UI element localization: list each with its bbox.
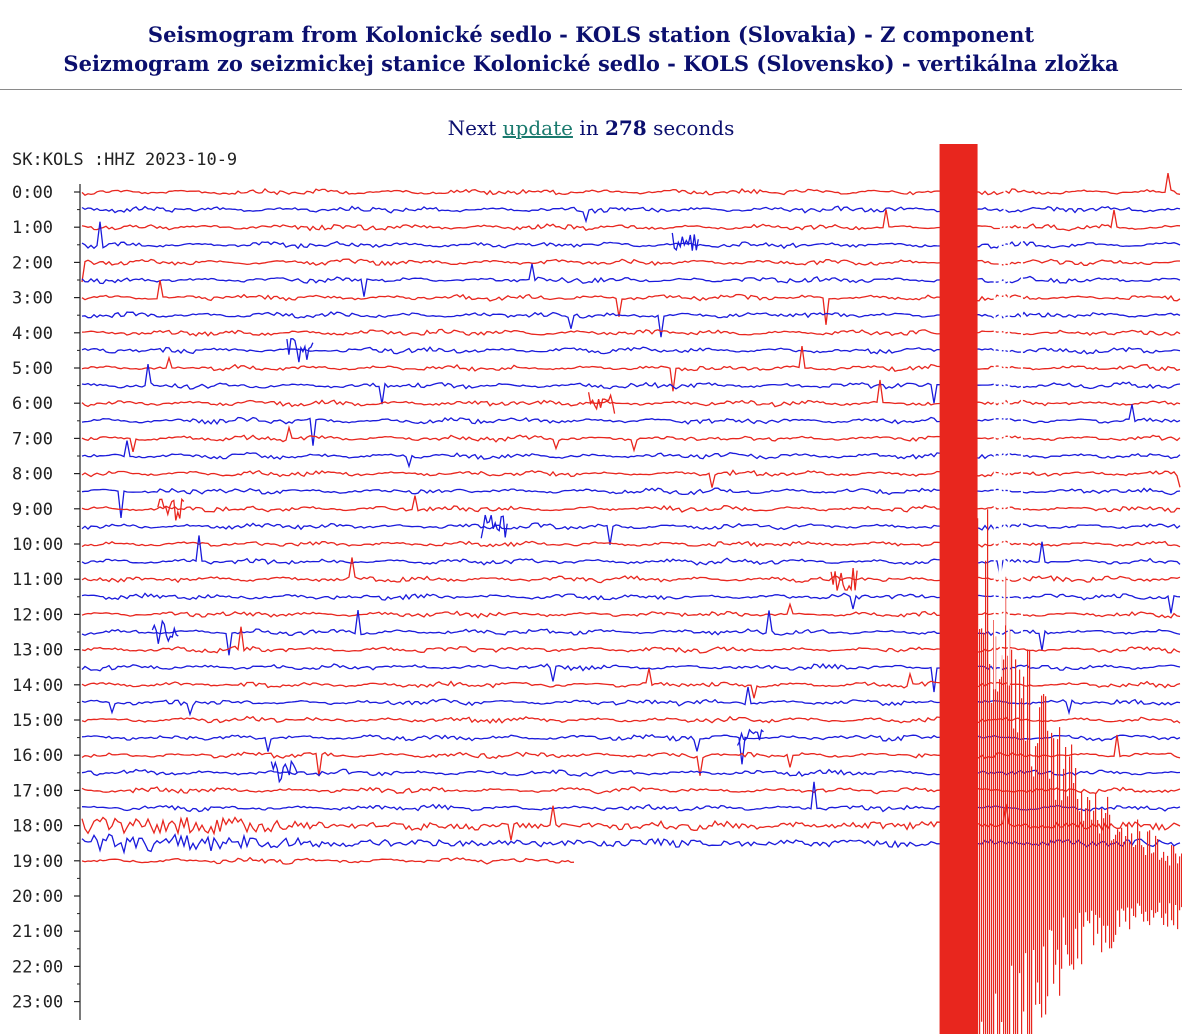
seismic-trace-line [81, 626, 1181, 654]
seismic-trace-line [81, 209, 1181, 232]
y-tick-label: 2:00 [12, 253, 53, 273]
seismic-trace-line [81, 172, 1181, 196]
y-tick-label: 23:00 [12, 993, 63, 1013]
update-countdown: Next update in 278 seconds [0, 116, 1182, 140]
local-burst [736, 728, 764, 746]
local-burst [157, 497, 185, 521]
page-header: Seismogram from Kolonické sedlo - KOLS s… [0, 0, 1182, 90]
y-tick-label: 18:00 [12, 817, 63, 837]
seismic-trace-line [81, 279, 1181, 325]
y-tick-label: 15:00 [12, 711, 63, 731]
seismic-trace-line [81, 346, 1181, 392]
y-tick-label: 12:00 [12, 605, 63, 625]
seismogram-chart: SK:KOLS :HHZ 2023-10-9 0:00 1:00 2:00 3:00 4… [12, 144, 1182, 1034]
chart-station-label: SK:KOLS :HHZ 2023-10-9 [12, 150, 237, 170]
seismic-trace-line [81, 205, 1181, 224]
seismic-trace-line [81, 602, 1181, 619]
seismic-trace-line [81, 487, 1181, 518]
local-burst [830, 567, 858, 592]
local-burst [151, 619, 179, 644]
seismic-trace-line [81, 263, 1181, 297]
seismic-trace-line [81, 258, 1180, 283]
local-burst [671, 232, 699, 252]
y-tick-label: 5:00 [12, 359, 53, 379]
seismic-trace-line [81, 328, 1181, 337]
y-tick-label: 1:00 [12, 218, 53, 238]
update-link[interactable]: update [502, 116, 573, 140]
y-axis-ticks: 0:00 1:00 2:00 3:00 4:00 5:00 6:00 7:00 8:00 9:00… [12, 183, 80, 1013]
y-tick-label: 14:00 [12, 676, 63, 696]
y-tick-label: 22:00 [12, 957, 63, 977]
seismic-trace-line [81, 440, 1181, 469]
y-tick-label: 19:00 [12, 852, 63, 872]
seismic-trace-line [81, 346, 1181, 355]
y-tick-label: 8:00 [12, 465, 53, 485]
y-tick-label: 4:00 [12, 324, 53, 344]
local-burst [270, 759, 298, 784]
local-burst [587, 392, 616, 414]
seismic-trace-line [81, 522, 1181, 545]
local-burst [480, 514, 508, 539]
y-tick-label: 11:00 [12, 570, 63, 590]
y-tick-label: 17:00 [12, 781, 63, 801]
y-tick-label: 7:00 [12, 429, 53, 449]
seismic-trace-line [81, 592, 1181, 614]
y-tick-label: 16:00 [12, 746, 63, 766]
seismic-trace-line [81, 469, 1181, 488]
y-tick-label: 13:00 [12, 641, 63, 661]
seismic-trace-line [81, 425, 1181, 453]
y-tick-label: 0:00 [12, 183, 53, 203]
update-prefix: Next [447, 116, 497, 140]
seismic-trace-line [81, 495, 1181, 513]
seismic-trace-line [81, 856, 575, 865]
title-english: Seismogram from Kolonické sedlo - KOLS s… [147, 22, 1035, 47]
title-slovak: Seizmogram zo seizmickej stanice Kolonic… [63, 51, 1119, 76]
event-saturated-band [939, 144, 978, 1034]
y-tick-label: 20:00 [12, 887, 63, 907]
update-middle: in [579, 116, 599, 140]
update-suffix: seconds [653, 116, 735, 140]
local-burst [286, 338, 314, 363]
seismic-trace-line [81, 540, 1181, 548]
y-tick-label: 21:00 [12, 922, 63, 942]
y-tick-label: 10:00 [12, 535, 63, 555]
update-seconds: 278 [604, 116, 647, 140]
y-tick-label: 3:00 [12, 289, 53, 309]
large-event-burst [939, 144, 1182, 1034]
y-tick-label: 9:00 [12, 500, 53, 520]
seismic-trace-line [81, 535, 1181, 577]
seismic-trace-line [81, 610, 1181, 656]
event-coda [977, 509, 1182, 1034]
y-tick-label: 6:00 [12, 394, 53, 414]
